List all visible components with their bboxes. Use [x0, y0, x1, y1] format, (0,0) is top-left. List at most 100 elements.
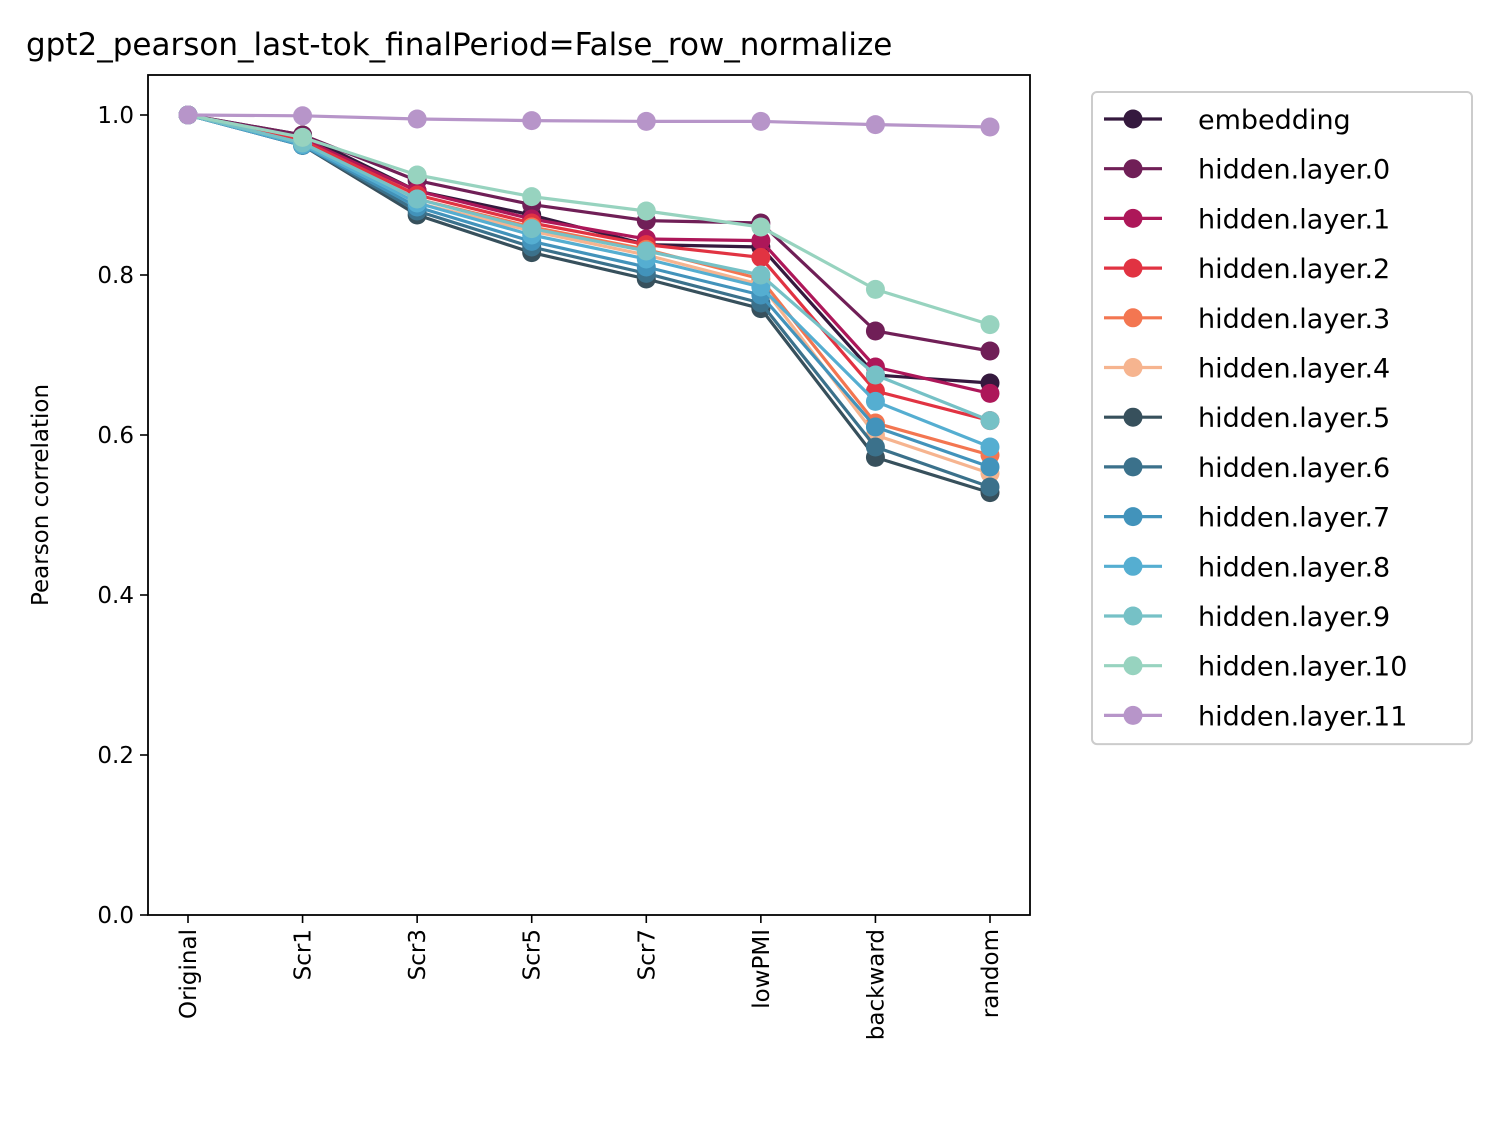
series-line — [187, 113, 991, 423]
legend-marker — [1123, 407, 1143, 427]
legend-box — [1091, 91, 1473, 746]
legend-item: hidden.layer.4 — [1104, 354, 1390, 385]
y-tick-label: 0.6 — [97, 423, 134, 449]
data-point — [865, 437, 885, 457]
legend-item: hidden.layer.10 — [1104, 652, 1407, 683]
series-line — [187, 113, 991, 129]
series-line — [187, 113, 991, 385]
data-point — [865, 417, 885, 437]
data-point — [522, 219, 542, 239]
x-tick-label: random — [978, 929, 1004, 1018]
data-point — [293, 127, 313, 147]
legend-label: hidden.layer.6 — [1198, 453, 1390, 484]
legend-label: hidden.layer.1 — [1198, 204, 1390, 235]
legend-label: hidden.layer.4 — [1198, 354, 1390, 385]
legend-item: hidden.layer.3 — [1104, 304, 1390, 335]
data-point — [980, 383, 1000, 403]
legend-marker — [1123, 358, 1143, 377]
legend-item: hidden.layer.1 — [1104, 204, 1390, 235]
plot-area: 0.0 0.2 0.4 0.6 0.8 1.0 Original Scr1 Scr3 Scr5 Sc… — [97, 74, 1031, 1040]
series-hidden-layer-11 — [178, 105, 1000, 137]
legend-item: embedding — [1104, 105, 1351, 136]
y-tick-label: 0.4 — [97, 583, 134, 609]
data-point — [636, 111, 656, 131]
legend-label: embedding — [1198, 105, 1351, 136]
series-line — [187, 113, 991, 327]
data-point — [865, 321, 885, 341]
legend-marker — [1123, 308, 1143, 328]
data-point — [407, 189, 427, 209]
data-point — [178, 105, 198, 125]
chart-title: gpt2_pearson_last-tok_finalPeriod=False_… — [26, 27, 892, 63]
x-tick-label: Scr5 — [520, 929, 546, 980]
series-line — [187, 113, 991, 423]
x-tick-label: Scr1 — [291, 929, 317, 980]
data-point — [293, 106, 313, 126]
data-point — [980, 117, 1000, 137]
legend-marker — [1123, 109, 1143, 129]
legend-marker — [1123, 556, 1143, 576]
legend-label: hidden.layer.0 — [1198, 155, 1390, 186]
legend-item: hidden.layer.0 — [1104, 155, 1390, 186]
x-tick-label: backward — [863, 929, 889, 1040]
data-point — [980, 411, 1000, 431]
x-tick-label: Original — [176, 929, 202, 1019]
y-tick-label: 0.8 — [97, 263, 134, 289]
legend-item: hidden.layer.7 — [1104, 503, 1390, 534]
y-tick-label: 1.0 — [97, 103, 134, 129]
series-hidden-layer-6 — [178, 105, 1000, 497]
legend-marker — [1123, 258, 1143, 278]
data-point — [865, 115, 885, 135]
legend-marker — [1123, 208, 1143, 228]
legend-label: hidden.layer.11 — [1198, 701, 1407, 732]
data-point — [522, 187, 542, 207]
x-tick-label: lowPMI — [749, 929, 775, 1009]
data-point — [865, 391, 885, 411]
data-point — [636, 241, 656, 261]
legend-marker — [1123, 159, 1143, 179]
x-tick-label: Scr3 — [405, 929, 431, 980]
data-point — [865, 279, 885, 299]
plot-frame — [147, 74, 1031, 916]
legend-marker — [1123, 656, 1143, 676]
legend-label: hidden.layer.8 — [1198, 552, 1390, 583]
legend-marker — [1123, 606, 1143, 626]
legend-label: hidden.layer.7 — [1198, 503, 1390, 534]
series-hidden-layer-9 — [178, 105, 1000, 431]
y-axis-label: Pearson correlation — [28, 384, 54, 606]
legend-marker — [1123, 705, 1143, 725]
data-point — [865, 365, 885, 385]
legend-item: hidden.layer.11 — [1104, 701, 1407, 732]
data-point — [751, 265, 771, 285]
legend-label: hidden.layer.5 — [1198, 403, 1390, 434]
legend-item: hidden.layer.9 — [1104, 602, 1390, 633]
data-point — [751, 231, 771, 251]
data-point — [751, 217, 771, 237]
legend-item: hidden.layer.8 — [1104, 552, 1390, 583]
y-tick-label: 0.0 — [97, 903, 134, 929]
legend: embedding hidden.layer.0 hidden.layer.1 hid… — [1091, 91, 1473, 746]
data-point — [751, 111, 771, 131]
x-tick-label: Scr7 — [634, 929, 660, 980]
legend-item: hidden.layer.2 — [1104, 254, 1390, 285]
series-line — [187, 113, 991, 449]
data-point — [980, 437, 1000, 457]
legend-label: hidden.layer.10 — [1198, 652, 1407, 683]
legend-label: hidden.layer.3 — [1198, 304, 1390, 335]
legend-marker — [1123, 507, 1143, 527]
data-point — [980, 457, 1000, 477]
y-tick-label: 0.2 — [97, 743, 134, 769]
data-point — [636, 201, 656, 221]
data-point — [522, 111, 542, 131]
data-point — [980, 315, 1000, 335]
data-point — [980, 477, 1000, 497]
legend-label: hidden.layer.2 — [1198, 254, 1390, 285]
data-point — [751, 247, 771, 267]
data-point — [980, 341, 1000, 361]
series-hidden-layer-10 — [178, 105, 1000, 335]
legend-item: hidden.layer.6 — [1104, 453, 1390, 484]
legend-label: hidden.layer.9 — [1198, 602, 1390, 633]
series-line — [187, 113, 991, 395]
